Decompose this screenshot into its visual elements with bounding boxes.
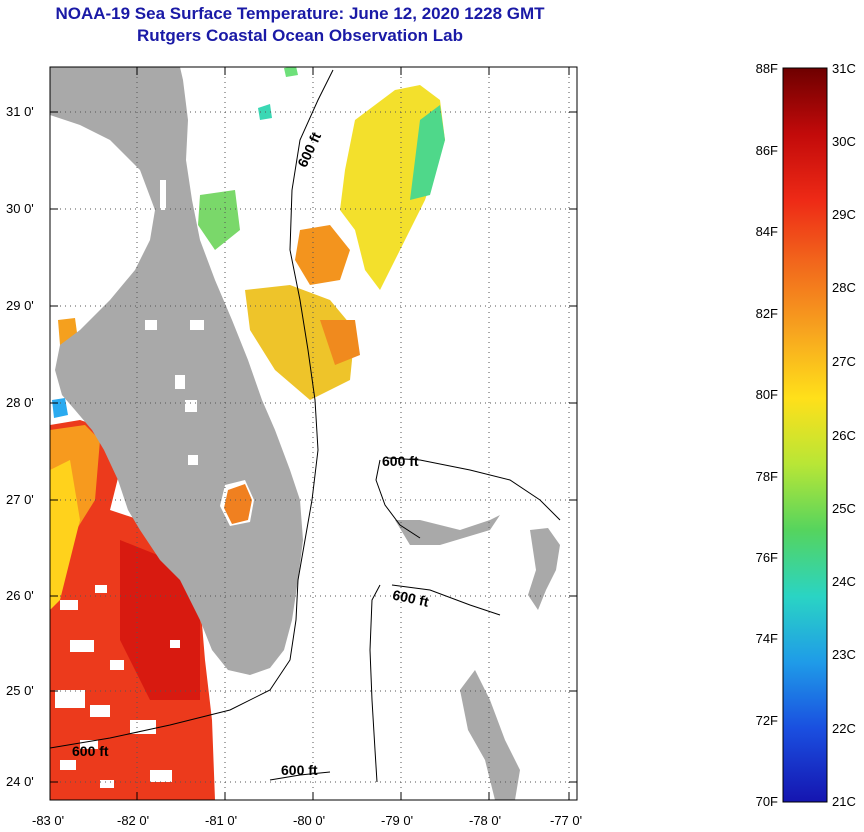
cb-f-label: 70F — [756, 794, 778, 809]
cb-f-label: 74F — [756, 631, 778, 646]
land-grand-bahama — [395, 515, 500, 545]
lon-label: -83 0' — [32, 813, 64, 828]
map-area — [50, 67, 577, 800]
axis-ticks — [50, 67, 577, 800]
lat-label: 24 0' — [6, 774, 34, 789]
isobath-label: 600 ft — [281, 762, 318, 778]
isobaths — [50, 69, 561, 783]
colorbar-f-labels: 88F 86F 84F 82F 80F 78F 76F 74F 72F 70F — [756, 61, 778, 809]
lake-okeechobee — [224, 484, 252, 524]
cb-c-label: 29C — [832, 207, 856, 222]
lon-label: -82 0' — [117, 813, 149, 828]
cb-f-label: 76F — [756, 550, 778, 565]
isobath-label: 600 ft — [382, 453, 419, 469]
lon-label: -81 0' — [205, 813, 237, 828]
isobath-florida — [50, 69, 334, 749]
sst-patch-gulf-yellow — [50, 460, 80, 610]
lon-label: -80 0' — [293, 813, 325, 828]
sst-patch-small — [284, 67, 298, 77]
cb-f-label: 80F — [756, 387, 778, 402]
isobath-south — [269, 771, 331, 781]
lat-label: 30 0' — [6, 201, 34, 216]
isobath-great-bahama — [369, 584, 501, 783]
cb-c-label: 23C — [832, 647, 856, 662]
cb-c-label: 28C — [832, 280, 856, 295]
cb-f-label: 86F — [756, 143, 778, 158]
lat-label: 31 0' — [6, 104, 34, 119]
lon-label: -79 0' — [381, 813, 413, 828]
lat-label: 25 0' — [6, 683, 34, 698]
cb-f-label: 78F — [756, 469, 778, 484]
land-andros — [460, 670, 520, 800]
land-abaco — [528, 528, 560, 610]
lat-label: 28 0' — [6, 395, 34, 410]
cb-f-label: 88F — [756, 61, 778, 76]
cb-c-label: 25C — [832, 501, 856, 516]
map-title: NOAA-19 Sea Surface Temperature: June 12… — [55, 4, 545, 23]
cb-c-label: 27C — [832, 354, 856, 369]
map-subtitle: Rutgers Coastal Ocean Observation Lab — [137, 26, 463, 45]
colorbar-c-labels: 31C 30C 29C 28C 27C 26C 25C 24C 23C 22C … — [832, 61, 856, 809]
land-bahamas — [395, 515, 560, 800]
cb-c-label: 22C — [832, 721, 856, 736]
lat-label: 26 0' — [6, 588, 34, 603]
lon-labels: -83 0' -82 0' -81 0' -80 0' -79 0' -78 0… — [32, 813, 582, 828]
cb-c-label: 26C — [832, 428, 856, 443]
cb-c-label: 31C — [832, 61, 856, 76]
sst-patch-orange-1 — [295, 225, 350, 285]
cb-f-label: 72F — [756, 713, 778, 728]
cb-c-label: 21C — [832, 794, 856, 809]
graticule — [50, 67, 577, 800]
cloud-speckles — [55, 585, 180, 788]
isobath-little-bahama — [375, 457, 561, 539]
cb-f-label: 84F — [756, 224, 778, 239]
sst-patch-orange-2 — [320, 320, 360, 365]
isobath-label: 600 ft — [72, 743, 109, 759]
lat-label: 27 0' — [6, 492, 34, 507]
lat-label: 29 0' — [6, 298, 34, 313]
cb-c-label: 30C — [832, 134, 856, 149]
lon-label: -78 0' — [469, 813, 501, 828]
sst-patch-atlantic-cool — [410, 105, 445, 200]
sst-patch-central — [245, 285, 355, 400]
colorbar — [782, 67, 828, 803]
sst-patch-green — [198, 190, 240, 250]
cb-c-label: 24C — [832, 574, 856, 589]
isobath-label: 600 ft — [391, 586, 430, 609]
lat-labels: 31 0' 30 0' 29 0' 28 0' 27 0' 26 0' 25 0… — [6, 104, 34, 789]
lon-label: -77 0' — [550, 813, 582, 828]
cb-f-label: 82F — [756, 306, 778, 321]
